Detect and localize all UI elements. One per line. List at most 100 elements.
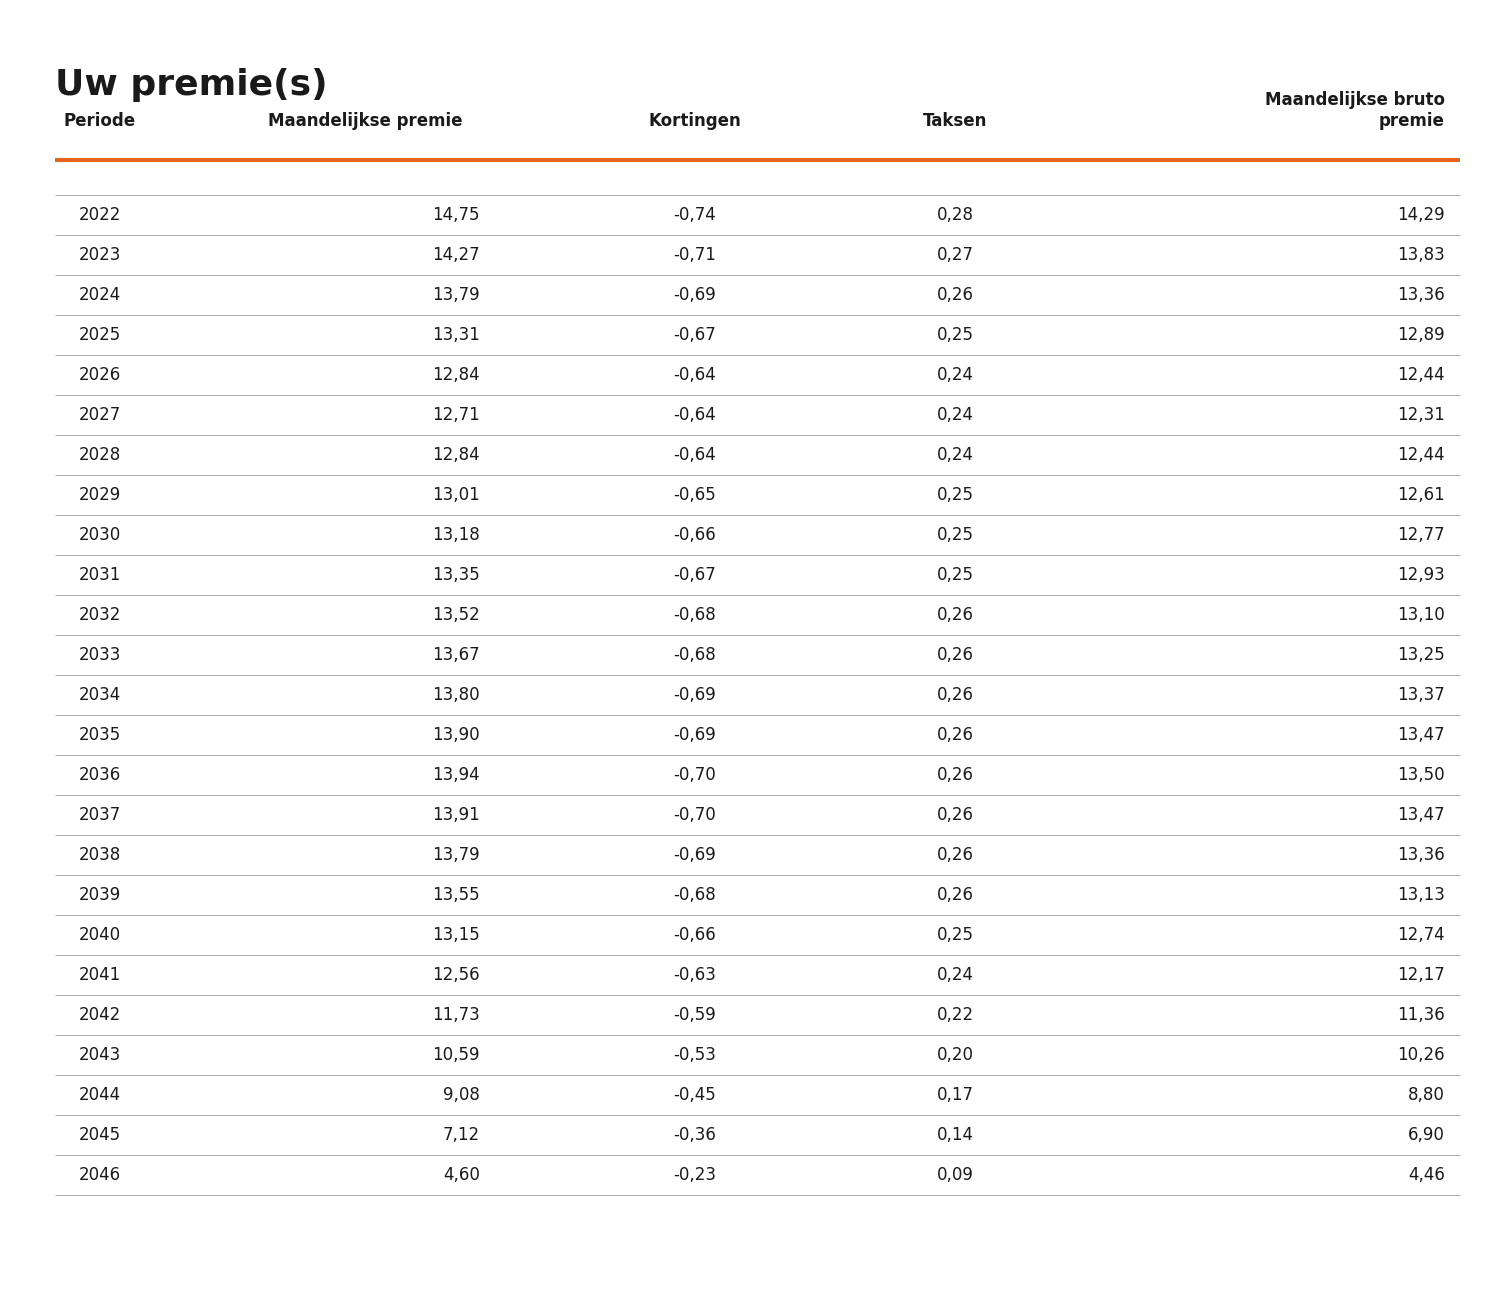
Text: 14,75: 14,75 bbox=[433, 206, 480, 224]
Text: 2023: 2023 bbox=[78, 246, 121, 264]
Text: 13,47: 13,47 bbox=[1397, 806, 1446, 824]
Text: 12,71: 12,71 bbox=[432, 406, 480, 424]
Text: 0,20: 0,20 bbox=[937, 1046, 973, 1064]
Text: 13,15: 13,15 bbox=[432, 926, 480, 944]
Text: 4,46: 4,46 bbox=[1408, 1166, 1446, 1184]
Text: 13,13: 13,13 bbox=[1397, 886, 1446, 904]
Text: -0,45: -0,45 bbox=[673, 1086, 717, 1104]
Text: 13,37: 13,37 bbox=[1397, 686, 1446, 704]
Text: 2025: 2025 bbox=[78, 326, 121, 344]
Text: 10,59: 10,59 bbox=[433, 1046, 480, 1064]
Text: Uw premie(s): Uw premie(s) bbox=[54, 68, 327, 102]
Text: -0,68: -0,68 bbox=[673, 646, 717, 664]
Text: 0,26: 0,26 bbox=[937, 766, 973, 784]
Text: 2033: 2033 bbox=[78, 646, 121, 664]
Text: 13,83: 13,83 bbox=[1397, 246, 1446, 264]
Text: 2031: 2031 bbox=[78, 566, 121, 584]
Text: 2034: 2034 bbox=[78, 686, 121, 704]
Text: 2022: 2022 bbox=[78, 206, 121, 224]
Text: 13,18: 13,18 bbox=[432, 526, 480, 544]
Text: 0,25: 0,25 bbox=[937, 486, 973, 504]
Text: 13,50: 13,50 bbox=[1397, 766, 1446, 784]
Text: 0,26: 0,26 bbox=[937, 806, 973, 824]
Text: -0,70: -0,70 bbox=[673, 806, 717, 824]
Text: 12,61: 12,61 bbox=[1397, 486, 1446, 504]
Text: 13,31: 13,31 bbox=[432, 326, 480, 344]
Text: 0,24: 0,24 bbox=[937, 366, 973, 384]
Text: 12,44: 12,44 bbox=[1397, 446, 1446, 464]
Text: 12,89: 12,89 bbox=[1397, 326, 1446, 344]
Text: 0,09: 0,09 bbox=[937, 1166, 973, 1184]
Text: 2038: 2038 bbox=[78, 846, 121, 864]
Text: 13,35: 13,35 bbox=[432, 566, 480, 584]
Text: 0,22: 0,22 bbox=[937, 1006, 973, 1024]
Text: 13,47: 13,47 bbox=[1397, 726, 1446, 744]
Text: -0,70: -0,70 bbox=[673, 766, 717, 784]
Text: -0,65: -0,65 bbox=[673, 486, 717, 504]
Text: 2046: 2046 bbox=[78, 1166, 121, 1184]
Text: 0,24: 0,24 bbox=[937, 966, 973, 984]
Text: -0,53: -0,53 bbox=[673, 1046, 717, 1064]
Text: 12,31: 12,31 bbox=[1397, 406, 1446, 424]
Text: 0,14: 0,14 bbox=[937, 1126, 973, 1144]
Text: 2035: 2035 bbox=[78, 726, 121, 744]
Text: -0,36: -0,36 bbox=[673, 1126, 717, 1144]
Text: 6,90: 6,90 bbox=[1408, 1126, 1446, 1144]
Text: 12,84: 12,84 bbox=[433, 366, 480, 384]
Text: 2029: 2029 bbox=[78, 486, 121, 504]
Text: Kortingen: Kortingen bbox=[649, 112, 741, 130]
Text: -0,64: -0,64 bbox=[673, 366, 717, 384]
Text: 2036: 2036 bbox=[78, 766, 121, 784]
Text: 7,12: 7,12 bbox=[442, 1126, 480, 1144]
Text: 12,74: 12,74 bbox=[1397, 926, 1446, 944]
Text: 0,26: 0,26 bbox=[937, 646, 973, 664]
Text: 11,36: 11,36 bbox=[1397, 1006, 1446, 1024]
Text: 0,26: 0,26 bbox=[937, 886, 973, 904]
Text: 12,84: 12,84 bbox=[433, 446, 480, 464]
Text: 0,28: 0,28 bbox=[937, 206, 973, 224]
Text: 2030: 2030 bbox=[78, 526, 121, 544]
Text: 4,60: 4,60 bbox=[444, 1166, 480, 1184]
Text: -0,67: -0,67 bbox=[673, 326, 717, 344]
Text: Maandelijkse bruto
premie: Maandelijkse bruto premie bbox=[1265, 92, 1446, 130]
Text: 13,36: 13,36 bbox=[1397, 846, 1446, 864]
Text: 2037: 2037 bbox=[78, 806, 121, 824]
Text: 14,29: 14,29 bbox=[1397, 206, 1446, 224]
Text: 2024: 2024 bbox=[78, 286, 121, 304]
Text: -0,23: -0,23 bbox=[673, 1166, 717, 1184]
Text: 0,26: 0,26 bbox=[937, 606, 973, 624]
Text: 2044: 2044 bbox=[78, 1086, 121, 1104]
Text: 13,90: 13,90 bbox=[433, 726, 480, 744]
Text: 11,73: 11,73 bbox=[432, 1006, 480, 1024]
Text: 0,26: 0,26 bbox=[937, 726, 973, 744]
Text: -0,66: -0,66 bbox=[673, 926, 717, 944]
Text: 13,52: 13,52 bbox=[432, 606, 480, 624]
Text: -0,67: -0,67 bbox=[673, 566, 717, 584]
Text: 13,25: 13,25 bbox=[1397, 646, 1446, 664]
Text: 0,25: 0,25 bbox=[937, 926, 973, 944]
Text: 13,10: 13,10 bbox=[1397, 606, 1446, 624]
Text: -0,71: -0,71 bbox=[673, 246, 717, 264]
Text: 2043: 2043 bbox=[78, 1046, 121, 1064]
Text: -0,64: -0,64 bbox=[673, 446, 717, 464]
Text: -0,69: -0,69 bbox=[673, 686, 717, 704]
Text: 8,80: 8,80 bbox=[1408, 1086, 1446, 1104]
Text: 0,26: 0,26 bbox=[937, 846, 973, 864]
Text: 0,27: 0,27 bbox=[937, 246, 973, 264]
Text: Taksen: Taksen bbox=[924, 112, 987, 130]
Text: 2028: 2028 bbox=[78, 446, 121, 464]
Text: -0,69: -0,69 bbox=[673, 726, 717, 744]
Text: -0,59: -0,59 bbox=[673, 1006, 717, 1024]
Text: 13,01: 13,01 bbox=[432, 486, 480, 504]
Text: 12,56: 12,56 bbox=[433, 966, 480, 984]
Text: 0,24: 0,24 bbox=[937, 406, 973, 424]
Text: 0,25: 0,25 bbox=[937, 526, 973, 544]
Text: 12,93: 12,93 bbox=[1397, 566, 1446, 584]
Text: 13,36: 13,36 bbox=[1397, 286, 1446, 304]
Text: 13,94: 13,94 bbox=[433, 766, 480, 784]
Text: 0,25: 0,25 bbox=[937, 326, 973, 344]
Text: 2032: 2032 bbox=[78, 606, 121, 624]
Text: 0,25: 0,25 bbox=[937, 566, 973, 584]
Text: 13,91: 13,91 bbox=[432, 806, 480, 824]
Text: 2040: 2040 bbox=[78, 926, 121, 944]
